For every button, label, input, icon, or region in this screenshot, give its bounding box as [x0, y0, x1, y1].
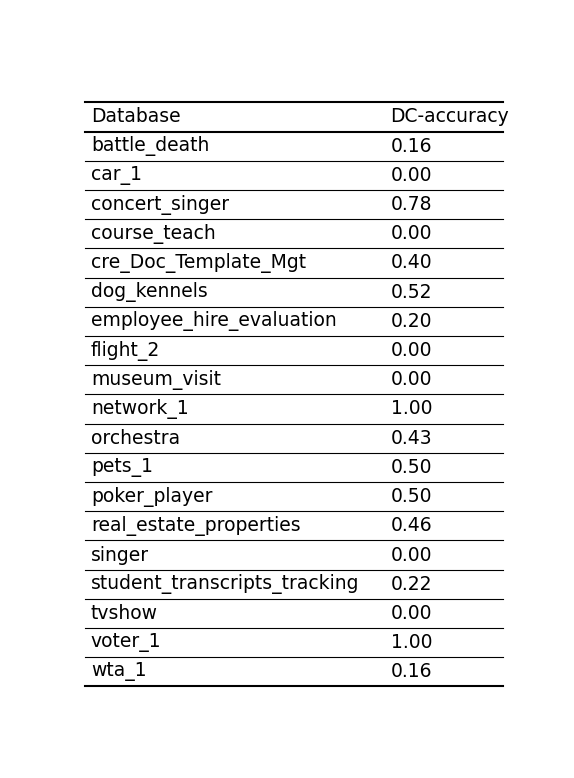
Text: 0.50: 0.50: [391, 487, 432, 506]
Text: car_1: car_1: [91, 166, 142, 185]
Text: Database: Database: [91, 107, 180, 127]
Text: 0.78: 0.78: [391, 195, 432, 214]
Text: 0.00: 0.00: [391, 604, 432, 623]
Text: 0.16: 0.16: [391, 137, 432, 156]
Text: pets_1: pets_1: [91, 458, 153, 477]
Text: employee_hire_evaluation: employee_hire_evaluation: [91, 311, 336, 331]
Text: 0.52: 0.52: [391, 282, 432, 302]
Text: real_estate_properties: real_estate_properties: [91, 516, 301, 536]
Text: 0.00: 0.00: [391, 224, 432, 244]
Text: cre_Doc_Template_Mgt: cre_Doc_Template_Mgt: [91, 253, 306, 273]
Text: voter_1: voter_1: [91, 633, 161, 652]
Text: 0.00: 0.00: [391, 341, 432, 360]
Text: 0.00: 0.00: [391, 370, 432, 389]
Text: singer: singer: [91, 545, 149, 565]
Text: 0.46: 0.46: [391, 517, 432, 535]
Text: 0.43: 0.43: [391, 429, 432, 447]
Text: concert_singer: concert_singer: [91, 194, 229, 215]
Text: DC-accuracy: DC-accuracy: [391, 107, 509, 127]
Text: 0.40: 0.40: [391, 254, 432, 272]
Text: 0.50: 0.50: [391, 458, 432, 477]
Text: orchestra: orchestra: [91, 429, 180, 447]
Text: 0.00: 0.00: [391, 166, 432, 185]
Text: 0.22: 0.22: [391, 575, 432, 594]
Text: 1.00: 1.00: [391, 633, 432, 652]
Text: student_transcripts_tracking: student_transcripts_tracking: [91, 574, 359, 594]
Text: course_teach: course_teach: [91, 224, 216, 244]
Text: flight_2: flight_2: [91, 341, 160, 360]
Text: museum_visit: museum_visit: [91, 370, 221, 390]
Text: 0.00: 0.00: [391, 545, 432, 565]
Text: 0.16: 0.16: [391, 662, 432, 682]
Text: dog_kennels: dog_kennels: [91, 282, 208, 302]
Text: 0.20: 0.20: [391, 312, 432, 331]
Text: wta_1: wta_1: [91, 662, 146, 682]
Text: tvshow: tvshow: [91, 604, 158, 623]
Text: 1.00: 1.00: [391, 399, 432, 419]
Text: battle_death: battle_death: [91, 136, 210, 156]
Text: poker_player: poker_player: [91, 486, 212, 506]
Text: network_1: network_1: [91, 399, 189, 419]
